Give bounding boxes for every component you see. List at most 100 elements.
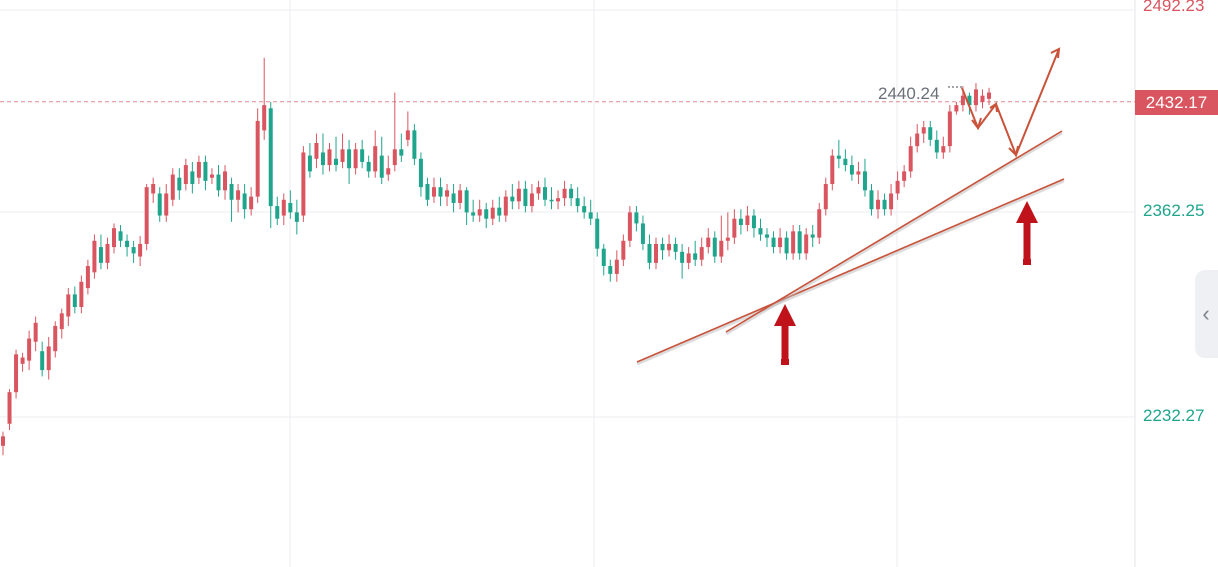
candle-body <box>360 149 365 162</box>
candle-body <box>85 266 90 289</box>
candle-body <box>725 237 730 241</box>
candle-body <box>53 325 58 352</box>
trend-annotations <box>636 47 1065 366</box>
candle-body <box>458 190 463 203</box>
candle-body <box>791 231 796 254</box>
trendline-lower <box>636 178 1065 363</box>
candle-body <box>804 234 809 254</box>
chevron-left-icon: ‹ <box>1202 301 1210 326</box>
candle-body <box>987 92 992 99</box>
support-arrow-right-head <box>1016 201 1038 223</box>
candle-body <box>14 354 19 393</box>
candle-body <box>314 142 319 159</box>
candle-body <box>255 120 260 197</box>
candle-body <box>667 243 672 251</box>
candle-body <box>268 108 273 207</box>
candle-body <box>138 243 143 257</box>
candle-body <box>301 152 306 216</box>
candle-body <box>471 212 476 216</box>
candle-body <box>125 240 130 248</box>
candle-body <box>934 139 939 153</box>
candle-body <box>373 146 378 172</box>
candle-body <box>98 247 103 263</box>
candle-body <box>634 212 639 224</box>
candle-body <box>190 171 195 185</box>
candle-body <box>503 196 508 216</box>
support-arrow-left-shaft <box>781 322 789 363</box>
projected-path-arrowhead <box>989 102 998 113</box>
collapse-panel-button[interactable]: ‹ <box>1195 270 1218 358</box>
candle-body <box>771 237 776 248</box>
candle-body <box>33 322 38 342</box>
candle-body <box>862 171 867 191</box>
current-price-tag: 2432.17 <box>1135 90 1218 115</box>
candle-body <box>876 199 881 210</box>
candle-body <box>320 152 325 166</box>
candle-body <box>275 206 280 219</box>
candle-body <box>745 215 750 226</box>
candle-body <box>477 209 482 216</box>
trendline-lower-shadow <box>636 179 1065 366</box>
candle-body <box>765 234 770 238</box>
candle-body <box>334 158 339 166</box>
candlestick-series <box>1 57 992 456</box>
y-axis-label-top: 2492.23 <box>1143 0 1205 15</box>
candle-body <box>575 198 580 207</box>
candle-body <box>118 231 123 241</box>
candle-body <box>960 95 965 106</box>
candle-body <box>660 243 665 251</box>
candle-body <box>817 209 822 238</box>
projected-path-arrowhead <box>1050 47 1061 59</box>
candle-body <box>719 240 724 257</box>
candle-body <box>556 198 561 202</box>
projected-path-arrowhead <box>1008 145 1019 157</box>
candle-body <box>784 237 789 254</box>
chart-grid <box>0 0 1136 567</box>
candle-body <box>490 207 495 219</box>
candle-body <box>249 196 254 210</box>
candle-body <box>46 346 51 371</box>
candle-body <box>177 177 182 191</box>
candle-body <box>412 130 417 159</box>
candle-body <box>647 243 652 263</box>
y-axis-label-low: 2232.27 <box>1143 406 1205 425</box>
candle-body <box>209 174 214 178</box>
candle-body <box>758 228 763 235</box>
candle-body <box>549 199 554 202</box>
candle-body <box>66 294 71 317</box>
candle-body <box>105 243 110 263</box>
candle-body <box>405 130 410 140</box>
candle-body <box>732 218 737 238</box>
candle-body <box>973 89 978 106</box>
candle-body <box>236 190 241 200</box>
candle-body <box>425 184 430 200</box>
candle-body <box>464 190 469 213</box>
candle-body <box>327 149 332 166</box>
candle-body <box>954 105 959 112</box>
candle-body <box>921 127 926 134</box>
candle-body <box>908 146 913 172</box>
candle-body <box>640 223 645 244</box>
candle-body <box>510 196 515 202</box>
candle-body <box>131 247 136 254</box>
candle-body <box>7 392 12 424</box>
candle-body <box>386 168 391 175</box>
candle-body <box>262 105 267 131</box>
candle-body <box>438 187 443 197</box>
candle-body <box>856 171 861 175</box>
candle-body <box>686 253 691 263</box>
candle-body <box>164 193 169 216</box>
candle-body <box>307 155 312 172</box>
candle-body <box>595 218 600 249</box>
candle-body <box>27 338 32 361</box>
high-price-label: 2440.24 <box>878 84 940 103</box>
candle-body <box>836 155 841 159</box>
candle-body <box>340 149 345 162</box>
candle-body <box>79 281 84 308</box>
candle-body <box>947 111 952 147</box>
candle-body <box>967 95 972 106</box>
candle-body <box>608 266 613 274</box>
candle-body <box>588 212 593 219</box>
candle-body <box>751 215 756 229</box>
candle-body <box>699 247 704 260</box>
